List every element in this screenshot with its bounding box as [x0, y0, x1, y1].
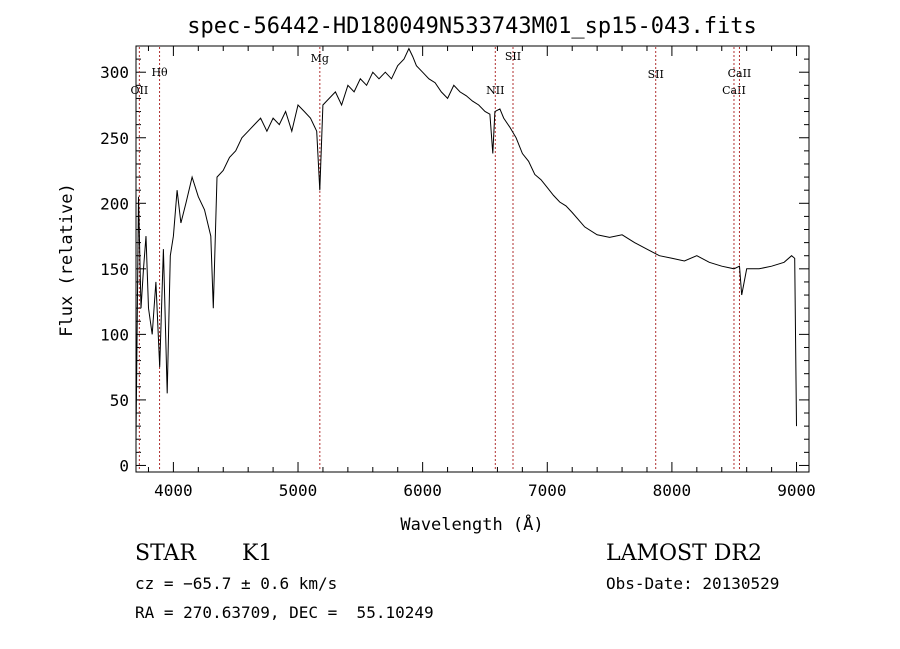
line-marker-label: Mg [311, 52, 329, 65]
x-tick-label: 4000 [154, 481, 193, 500]
line-marker-label: CaII [722, 84, 746, 97]
survey-label: LAMOST DR2 [606, 541, 762, 566]
y-tick-label: 0 [119, 456, 129, 475]
line-marker-label: SII [648, 68, 664, 81]
x-tick-label: 9000 [777, 481, 816, 500]
y-tick-label: 200 [100, 194, 129, 213]
x-tick-label: 5000 [279, 481, 318, 500]
y-axis-ticks: 0 50 100 150 200 250 300 [100, 58, 809, 475]
y-tick-label: 150 [100, 260, 129, 279]
line-marker-label: NII [486, 84, 504, 97]
class-label: STAR [135, 541, 197, 566]
line-marker-label: CaII [728, 67, 752, 80]
obs-date: Obs-Date: 20130529 [606, 574, 779, 593]
subclass-label: K1 [242, 541, 272, 566]
spectrum-line [135, 47, 797, 440]
y-tick-label: 250 [100, 129, 129, 148]
x-axis-ticks: 4000 5000 6000 7000 8000 9000 [147, 46, 816, 500]
plot-frame [135, 45, 810, 473]
line-marker-label: SII [505, 50, 521, 63]
x-axis-label: Wavelength (Å) [400, 513, 543, 535]
y-tick-label: 50 [110, 391, 129, 410]
x-tick-label: 6000 [403, 481, 442, 500]
x-tick-label: 8000 [653, 481, 692, 500]
line-marker-label: OII [131, 84, 149, 97]
chart-title: spec-56442-HD180049N533743M01_sp15-043.f… [187, 14, 757, 39]
y-tick-label: 300 [100, 63, 129, 82]
coordinates: RA = 270.63709, DEC = 55.10249 [135, 603, 434, 622]
x-tick-label: 7000 [528, 481, 567, 500]
cz-value: cz = −65.7 ± 0.6 km/s [135, 574, 337, 593]
y-tick-label: 100 [100, 325, 129, 344]
y-axis-label: Flux (relative) [57, 183, 77, 337]
line-marker-label: Hθ [151, 66, 168, 79]
